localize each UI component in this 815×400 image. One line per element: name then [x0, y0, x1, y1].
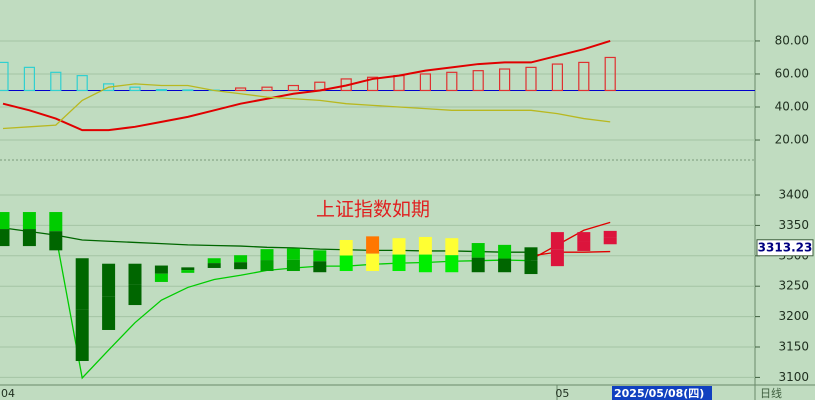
y-tick-label: 3350 — [778, 218, 809, 232]
candle-lower — [339, 255, 353, 272]
bar — [419, 73, 431, 92]
candle-lower — [498, 258, 512, 273]
candle-upper — [392, 238, 406, 255]
y-tick-label: 3250 — [778, 279, 809, 293]
candle-upper — [286, 248, 300, 260]
line — [530, 221, 611, 261]
date-box — [612, 386, 712, 400]
candle-upper — [577, 232, 591, 242]
candle-upper — [366, 236, 380, 254]
candle-upper — [0, 212, 10, 230]
bar — [235, 87, 247, 92]
candle-lower — [471, 257, 485, 273]
line — [2, 227, 531, 253]
candle-lower — [207, 263, 221, 268]
bar — [525, 66, 537, 92]
y-tick-label: 3200 — [778, 309, 809, 323]
bar — [287, 84, 299, 92]
candle-lower — [234, 262, 248, 270]
candle-upper — [75, 258, 89, 310]
candle-upper — [445, 238, 459, 256]
bar — [0, 61, 9, 92]
candle-upper — [471, 243, 485, 258]
bar — [129, 86, 141, 92]
candle-lower — [445, 255, 459, 273]
candle-upper — [154, 265, 168, 274]
candle-lower — [313, 261, 327, 273]
candle-lower — [22, 229, 36, 247]
candle-upper — [181, 267, 195, 271]
bar — [23, 66, 35, 92]
bar — [472, 70, 484, 92]
candle-lower — [102, 296, 116, 330]
bar — [446, 71, 458, 92]
candle-upper — [22, 212, 36, 230]
x-tick-label: 04 — [1, 387, 15, 400]
candle-lower — [75, 309, 89, 361]
bar — [604, 56, 616, 92]
bar — [393, 75, 405, 92]
bar — [499, 68, 511, 92]
bar — [76, 75, 88, 92]
cursor-date: 2025/05/08(四) — [614, 387, 704, 400]
candle-lower — [550, 249, 564, 267]
candle-lower — [49, 231, 63, 251]
candle-lower — [286, 259, 300, 272]
candle-lower — [577, 241, 591, 251]
bar — [367, 76, 379, 92]
x-tick-label: 05 — [555, 387, 569, 400]
line — [530, 250, 611, 257]
candle-upper — [260, 249, 274, 261]
candle-upper — [234, 255, 248, 263]
y-tick-label: 3150 — [778, 340, 809, 354]
candle-lower — [392, 254, 406, 272]
last-price: 3313.23 — [758, 240, 813, 254]
y-tick-label: 3100 — [778, 370, 809, 384]
candle-lower — [128, 284, 142, 306]
bar — [578, 61, 590, 92]
candle-upper — [498, 244, 512, 259]
line — [2, 83, 611, 130]
candle-lower — [181, 270, 195, 273]
candle-upper — [102, 263, 116, 297]
candle-lower — [366, 253, 380, 272]
candle-upper — [128, 263, 142, 285]
bar — [155, 89, 167, 92]
line — [2, 39, 611, 132]
bar — [50, 71, 62, 92]
candle-upper — [603, 230, 617, 238]
candle-upper — [550, 232, 564, 250]
candle-lower — [154, 273, 168, 282]
y-tick-label: 20.00 — [775, 133, 809, 147]
candle-lower — [418, 254, 432, 273]
candle-upper — [49, 212, 63, 232]
period-label: 日线 — [760, 386, 782, 400]
candle-upper — [207, 258, 221, 264]
candle-upper — [524, 247, 538, 261]
candle-upper — [339, 240, 353, 256]
candle-lower — [0, 229, 10, 247]
price-box — [756, 239, 814, 257]
candle-lower — [260, 260, 274, 272]
bar — [551, 63, 564, 92]
y-tick-label: 40.00 — [775, 99, 809, 113]
y-tick-label: 3400 — [778, 188, 809, 202]
candle-lower — [524, 260, 538, 275]
y-tick-label: 80.00 — [775, 33, 809, 47]
candle-upper — [313, 250, 327, 262]
candle-lower — [603, 237, 617, 245]
y-tick-label: 60.00 — [775, 66, 809, 80]
bar — [261, 86, 273, 92]
candle-upper — [418, 236, 432, 255]
annotation: 上证指数如期 — [316, 199, 430, 221]
